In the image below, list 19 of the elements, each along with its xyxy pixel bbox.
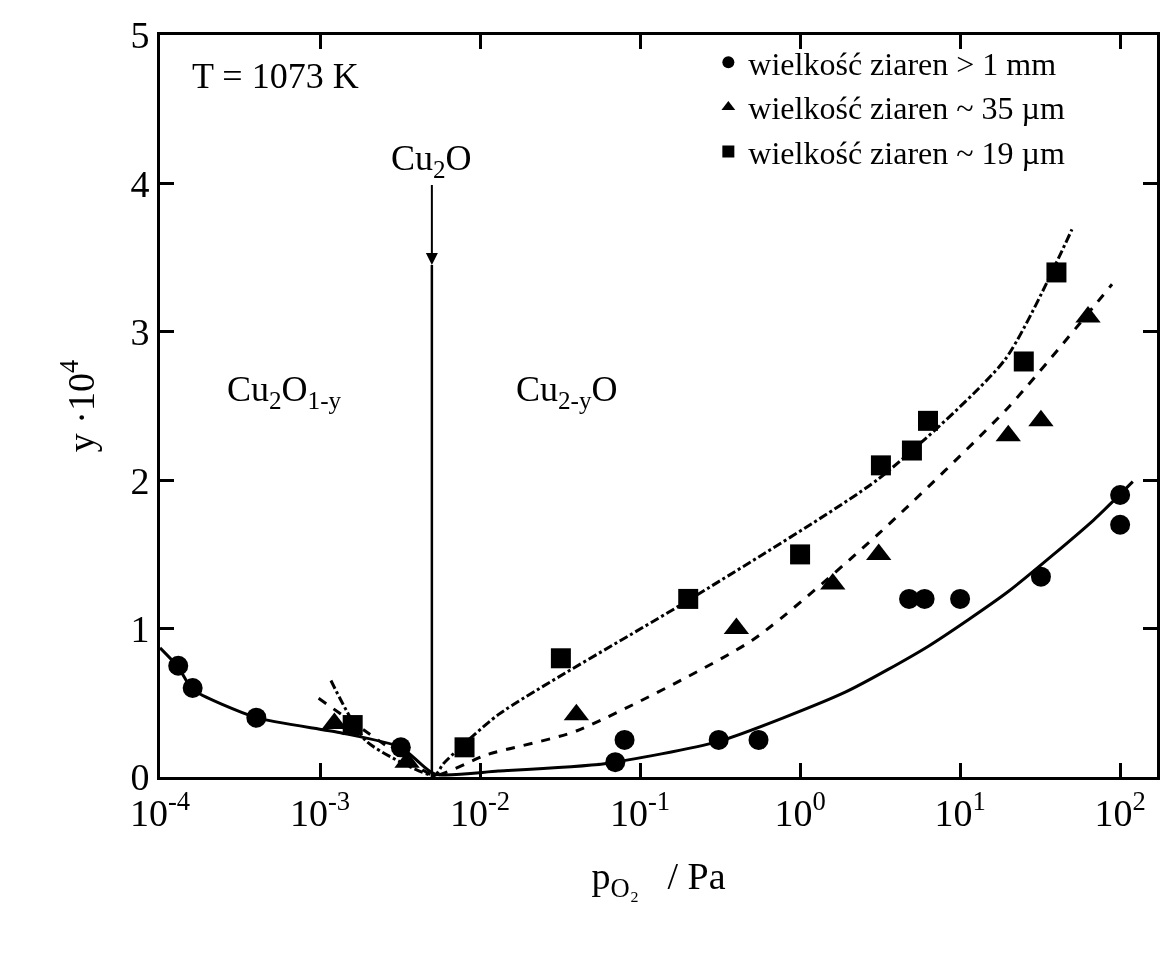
x-tick-label: 10$^{-1}$	[609, 785, 671, 834]
y-tick-label: 4	[130, 162, 150, 205]
annotation: T = 1073 K	[192, 56, 359, 96]
x-tick-label: 10$^{-3}$	[289, 785, 351, 834]
y-tick-label: 2	[130, 459, 150, 502]
legend-label: wielkość ziaren ~ 35 µm	[748, 90, 1066, 127]
legend-label: wielkość ziaren > 1 mm	[748, 45, 1057, 82]
x-tick-label: 10$^{2}$	[1094, 785, 1146, 834]
x-tick-label: 10$^{1}$	[934, 785, 986, 834]
annotation: Cu$_{2}$O	[391, 138, 472, 183]
legend-label: wielkość ziaren ~ 19 µm	[748, 134, 1066, 171]
x-tick-label: 10$^{0}$	[774, 785, 826, 834]
annotation: Cu$_{2}$O$_{1-y}$	[227, 369, 342, 414]
y-tick-label: 1	[130, 607, 150, 650]
y-tick-label: 3	[130, 311, 150, 354]
x-axis-title: p$_{O₂}$ / Pa	[591, 854, 726, 903]
annotation: Cu$_{2-y}$O	[516, 369, 618, 414]
y-tick-label: 5	[130, 14, 150, 57]
x-tick-label: 10$^{-2}$	[449, 785, 511, 834]
